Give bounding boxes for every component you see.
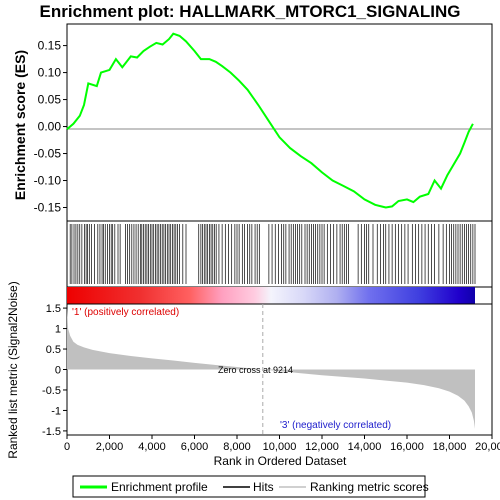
metric-ytick-label: 0 — [55, 365, 61, 377]
x-axis-label: Rank in Ordered Dataset — [214, 454, 347, 468]
legend-hits-label: Hits — [253, 480, 274, 494]
x-tick-label: 4,000 — [138, 441, 166, 453]
rank-bar-gradient — [67, 287, 475, 304]
metric-ytick-label: -1 — [51, 405, 61, 417]
hits-panel-frame — [66, 220, 493, 288]
es-ytick-label: 0.05 — [38, 93, 62, 107]
x-tick-label: 20,000 — [475, 441, 500, 453]
x-tick-label: 6,000 — [181, 441, 209, 453]
x-tick-label: 0 — [64, 441, 70, 453]
es-ytick-label: 0.00 — [38, 120, 62, 134]
metric-ytick-label: 0.5 — [46, 344, 61, 356]
x-axis: 0 2,000 4,000 6,000 8,000 10,000 12,000 14,000 1… — [64, 435, 500, 453]
legend-metric-label: Ranking metric scores — [310, 480, 429, 494]
es-ytick-label: -0.10 — [34, 174, 62, 188]
es-ytick-label: -0.05 — [34, 147, 62, 161]
rank-color-bar — [66, 286, 493, 305]
negative-correlation-label: '3' (negatively correlated) — [280, 420, 391, 431]
positive-correlation-label: '1' (positively correlated) — [72, 307, 179, 318]
metric-ytick-label: 1.5 — [46, 303, 61, 315]
metric-ytick-label: -1.5 — [42, 426, 61, 438]
metric-ylabel: Ranked list metric (Signal2Noise) — [6, 281, 20, 458]
metric-ytick-label: -0.5 — [42, 385, 61, 397]
hits-panel — [66, 220, 493, 288]
x-tick-label: 16,000 — [390, 441, 424, 453]
legend: Enrichment profile Hits Ranking metric s… — [72, 475, 429, 498]
x-tick-label: 10,000 — [263, 441, 297, 453]
chart-title: Enrichment plot: HALLMARK_MTORC1_SIGNALI… — [40, 2, 461, 21]
es-panel: 0.15 0.10 0.05 0.00 -0.05 -0.10 -0.15 Enrichme… — [12, 23, 493, 222]
x-tick-label: 8,000 — [223, 441, 251, 453]
enrichment-profile-line — [66, 32, 474, 209]
metric-ytick-label: 1 — [55, 324, 61, 336]
metric-panel: 1.5 1 0.5 0 -0.5 -1 -1.5 '1' (positively corre… — [6, 281, 493, 459]
es-ytick-label: 0.15 — [38, 39, 62, 53]
x-tick-label: 14,000 — [348, 441, 382, 453]
x-tick-label: 2,000 — [96, 441, 124, 453]
es-ylabel: Enrichment score (ES) — [12, 50, 28, 200]
legend-enrichment-label: Enrichment profile — [111, 480, 208, 494]
es-panel-frame — [66, 23, 493, 222]
es-ytick-label: -0.15 — [34, 201, 62, 215]
x-tick-label: 18,000 — [433, 441, 467, 453]
zero-cross-label: Zero cross at 9214 — [218, 365, 293, 375]
ranking-metric-area — [67, 308, 475, 429]
x-tick-label: 12,000 — [305, 441, 339, 453]
es-ytick-label: 0.10 — [38, 66, 62, 80]
